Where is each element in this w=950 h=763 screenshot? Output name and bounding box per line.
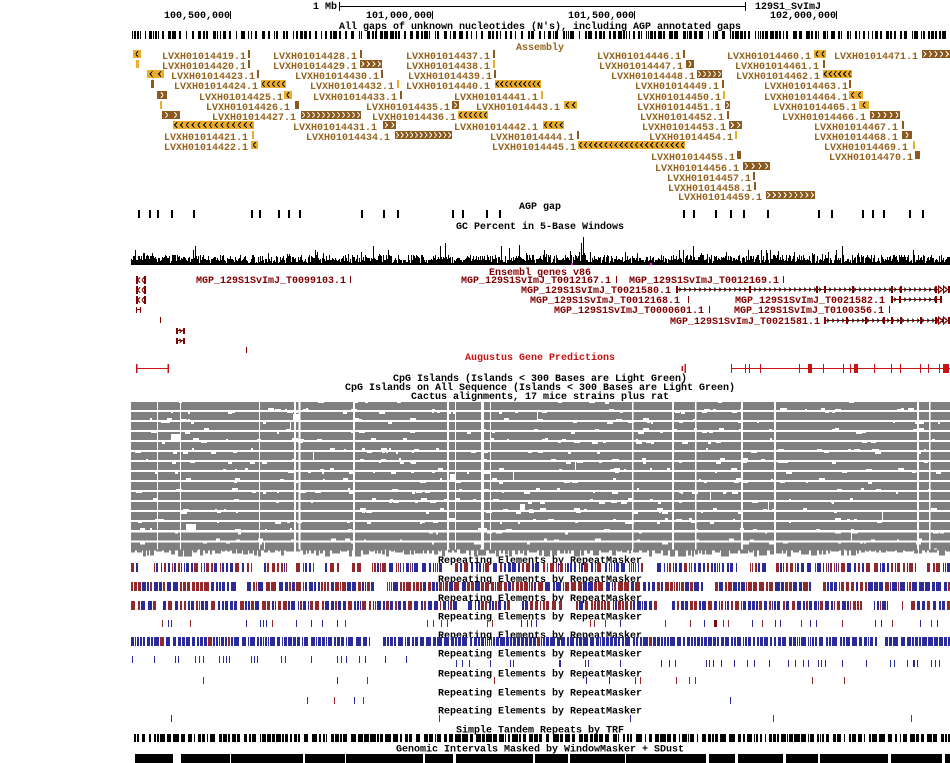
svg-text:LVXH01014434.1: LVXH01014434.1: [306, 133, 390, 144]
svg-text:LVXH01014464.1: LVXH01014464.1: [764, 93, 848, 104]
svg-text:LVXH01014436.1: LVXH01014436.1: [372, 113, 456, 124]
svg-text:LVXH01014455.1: LVXH01014455.1: [651, 153, 735, 164]
svg-text:LVXH01014463.1: LVXH01014463.1: [764, 82, 848, 93]
svg-text:Simple Tandem Repeats by TRF: Simple Tandem Repeats by TRF: [456, 724, 624, 736]
svg-text:LVXH01014448.1: LVXH01014448.1: [611, 72, 695, 83]
svg-text:LVXH01014444.1: LVXH01014444.1: [490, 133, 574, 144]
svg-text:MGP_129S1SvImJ_T0021582.1: MGP_129S1SvImJ_T0021582.1: [735, 296, 885, 307]
svg-text:LVXH01014431.1: LVXH01014431.1: [293, 123, 377, 134]
svg-text:LVXH01014471.1: LVXH01014471.1: [834, 52, 918, 63]
svg-text:GC Percent in 5-Base Windows: GC Percent in 5-Base Windows: [456, 221, 624, 233]
svg-text:MGP_129S1SvImJ_T0100356.1: MGP_129S1SvImJ_T0100356.1: [734, 306, 884, 317]
svg-text:101,000,000: 101,000,000: [366, 11, 432, 22]
svg-text:LVXH01014433.1: LVXH01014433.1: [313, 93, 397, 104]
svg-text:LVXH01014423.1: LVXH01014423.1: [171, 72, 255, 83]
svg-text:LVXH01014459.1: LVXH01014459.1: [678, 193, 762, 204]
svg-text:AGP gap: AGP gap: [519, 202, 561, 213]
svg-text:LVXH01014443.1: LVXH01014443.1: [476, 103, 560, 114]
svg-text:102,000,000: 102,000,000: [770, 11, 836, 22]
svg-text:LVXH01014452.1: LVXH01014452.1: [640, 113, 724, 124]
svg-text:Repeating Elements by RepeatMa: Repeating Elements by RepeatMasker: [438, 611, 642, 623]
svg-text:All gaps of unknown nucleotide: All gaps of unknown nucleotides (N's), i…: [339, 21, 741, 33]
svg-text:MGP_129S1SvImJ_T0000601.1: MGP_129S1SvImJ_T0000601.1: [554, 306, 704, 317]
svg-text:LVXH01014467.1: LVXH01014467.1: [814, 123, 898, 134]
svg-text:LVXH01014447.1: LVXH01014447.1: [599, 62, 683, 73]
svg-text:LVXH01014449.1: LVXH01014449.1: [635, 82, 719, 93]
svg-text:LVXH01014439.1: LVXH01014439.1: [408, 72, 492, 83]
svg-text:MGP_129S1SvImJ_T0012169.1: MGP_129S1SvImJ_T0012169.1: [629, 276, 779, 287]
svg-text:LVXH01014468.1: LVXH01014468.1: [814, 133, 898, 144]
svg-text:LVXH01014466.1: LVXH01014466.1: [782, 113, 866, 124]
svg-text:LVXH01014427.1: LVXH01014427.1: [212, 113, 296, 124]
svg-text:LVXH01014470.1: LVXH01014470.1: [829, 153, 913, 164]
svg-text:Repeating Elements by RepeatMa: Repeating Elements by RepeatMasker: [438, 705, 642, 717]
svg-text:Cactus alignments, 17 mice str: Cactus alignments, 17 mice strains plus …: [411, 391, 669, 403]
svg-text:101,500,000: 101,500,000: [568, 11, 634, 22]
svg-text:LVXH01014451.1: LVXH01014451.1: [637, 103, 721, 114]
svg-text:LVXH01014419.1: LVXH01014419.1: [162, 52, 246, 63]
svg-text:LVXH01014425.1: LVXH01014425.1: [199, 93, 283, 104]
svg-text:MGP_129S1SvImJ_T0012167.1: MGP_129S1SvImJ_T0012167.1: [461, 276, 611, 287]
svg-text:Augustus Gene Predictions: Augustus Gene Predictions: [465, 352, 615, 364]
svg-text:LVXH01014454.1: LVXH01014454.1: [649, 133, 733, 144]
svg-text:LVXH01014458.1: LVXH01014458.1: [668, 184, 752, 195]
svg-text:LVXH01014456.1: LVXH01014456.1: [655, 164, 739, 175]
svg-text:100,500,000: 100,500,000: [164, 11, 230, 22]
svg-text:LVXH01014440.1: LVXH01014440.1: [406, 82, 490, 93]
svg-text:LVXH01014430.1: LVXH01014430.1: [295, 72, 379, 83]
svg-text:Assembly: Assembly: [516, 42, 564, 54]
svg-text:LVXH01014460.1: LVXH01014460.1: [727, 52, 811, 63]
svg-text:MGP_129S1SvImJ_T0012168.1: MGP_129S1SvImJ_T0012168.1: [530, 296, 680, 307]
svg-text:CpG Islands (Islands < 300 Bas: CpG Islands (Islands < 300 Bases are Lig…: [393, 373, 687, 385]
svg-text:LVXH01014428.1: LVXH01014428.1: [273, 52, 357, 63]
svg-text:LVXH01014435.1: LVXH01014435.1: [366, 103, 450, 114]
svg-text:Ensembl genes v86: Ensembl genes v86: [489, 267, 591, 279]
svg-text:Genomic Intervals Masked by Wi: Genomic Intervals Masked by WindowMasker…: [396, 743, 684, 755]
svg-text:LVXH01014432.1: LVXH01014432.1: [310, 82, 394, 93]
svg-text:LVXH01014442.1: LVXH01014442.1: [454, 123, 538, 134]
svg-text:LVXH01014438.1: LVXH01014438.1: [406, 62, 490, 73]
svg-text:1 Mb: 1 Mb: [313, 1, 337, 13]
svg-text:MGP_129S1SvImJ_T0099103.1: MGP_129S1SvImJ_T0099103.1: [196, 276, 346, 287]
svg-text:LVXH01014422.1: LVXH01014422.1: [164, 143, 248, 154]
svg-text:LVXH01014462.1: LVXH01014462.1: [736, 72, 820, 83]
svg-text:129S1_SvImJ: 129S1_SvImJ: [755, 2, 821, 13]
svg-text:Repeating Elements by RepeatMa: Repeating Elements by RepeatMasker: [438, 668, 642, 680]
svg-text:LVXH01014445.1: LVXH01014445.1: [492, 143, 576, 154]
svg-text:LVXH01014437.1: LVXH01014437.1: [406, 52, 490, 63]
svg-text:LVXH01014421.1: LVXH01014421.1: [164, 133, 248, 144]
svg-text:MGP_129S1SvImJ_T0021581.1: MGP_129S1SvImJ_T0021581.1: [670, 317, 820, 328]
svg-text:LVXH01014441.1: LVXH01014441.1: [454, 93, 538, 104]
svg-text:LVXH01014461.1: LVXH01014461.1: [735, 62, 819, 73]
svg-text:LVXH01014450.1: LVXH01014450.1: [637, 93, 721, 104]
svg-text:LVXH01014429.1: LVXH01014429.1: [273, 62, 357, 73]
svg-text:Repeating Elements by RepeatMa: Repeating Elements by RepeatMasker: [438, 648, 642, 660]
svg-text:LVXH01014446.1: LVXH01014446.1: [597, 52, 681, 63]
svg-text:Repeating Elements by RepeatMa: Repeating Elements by RepeatMasker: [438, 687, 642, 699]
svg-text:CpG Islands on All Sequence (I: CpG Islands on All Sequence (Islands < 3…: [345, 382, 735, 394]
svg-text:LVXH01014453.1: LVXH01014453.1: [642, 123, 726, 134]
svg-text:LVXH01014420.1: LVXH01014420.1: [162, 62, 246, 73]
svg-text:LVXH01014424.1: LVXH01014424.1: [174, 82, 258, 93]
svg-text:LVXH01014465.1: LVXH01014465.1: [773, 103, 857, 114]
svg-text:LVXH01014457.1: LVXH01014457.1: [667, 174, 751, 185]
svg-text:LVXH01014426.1: LVXH01014426.1: [206, 103, 290, 114]
svg-text:LVXH01014469.1: LVXH01014469.1: [824, 143, 908, 154]
svg-text:MGP_129S1SvImJ_T0021580.1: MGP_129S1SvImJ_T0021580.1: [521, 286, 671, 297]
